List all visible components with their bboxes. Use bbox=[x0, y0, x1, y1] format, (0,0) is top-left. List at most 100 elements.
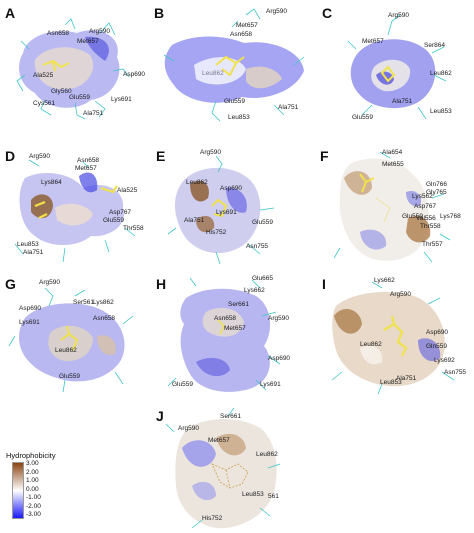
residue-label: Met655 bbox=[382, 161, 404, 168]
legend-tick: -1.00 bbox=[26, 494, 41, 501]
residue-label: Lys562 bbox=[412, 193, 433, 200]
panel-label: G bbox=[5, 276, 16, 292]
residue-label: Asn755 bbox=[246, 243, 269, 250]
panel-c: C Arg590 Met657 Ser864 Leu862 Ala751 Leu… bbox=[322, 5, 472, 130]
residue-label: Asp690 bbox=[426, 329, 449, 336]
residue-label: Lys691 bbox=[19, 319, 40, 326]
residue-label: Leu862 bbox=[360, 341, 382, 348]
residue-label: Val556 bbox=[416, 215, 436, 222]
residue-label: Thr558 bbox=[123, 225, 144, 232]
residue-label: Asn658 bbox=[230, 31, 253, 38]
panel-label: E bbox=[156, 148, 166, 164]
residue-label: Asn755 bbox=[444, 369, 467, 376]
residue-label: Arg590 bbox=[89, 28, 110, 35]
residue-label: Ser561 bbox=[73, 299, 94, 306]
residue-label: Arg590 bbox=[39, 279, 60, 286]
residue-label: Leu853 bbox=[430, 108, 452, 115]
docking-surface-image bbox=[167, 155, 275, 265]
docking-surface-image bbox=[163, 8, 305, 122]
docking-surface-image bbox=[8, 287, 134, 393]
residue-label: Ala751 bbox=[23, 249, 44, 256]
residue-label: Asn658 bbox=[77, 157, 100, 164]
panel-label: C bbox=[322, 5, 333, 21]
residue-label: Leu862 bbox=[256, 451, 278, 458]
legend-tick: 2.00 bbox=[26, 468, 39, 476]
residue-label: Ala751 bbox=[396, 375, 417, 382]
residue-label: Asp690 bbox=[19, 305, 42, 312]
residue-label: Ser661 bbox=[220, 413, 241, 420]
residue-label: Lys692 bbox=[434, 357, 455, 364]
panel-label: F bbox=[320, 148, 329, 164]
legend-title: Hydrophobicity bbox=[6, 451, 56, 460]
residue-label: Gly765 bbox=[426, 189, 447, 196]
residue-label: Leu862 bbox=[430, 70, 452, 77]
legend-tick: -3.00 bbox=[26, 511, 41, 518]
residue-label: Asn658 bbox=[93, 315, 116, 322]
panel-g: G Arg590 Ser561 Lys862 Asp690 Asn658 Lys… bbox=[5, 276, 155, 401]
residue-label: Lys768 bbox=[440, 213, 461, 220]
docking-surface-image bbox=[165, 407, 281, 529]
residue-label: Asn658 bbox=[214, 315, 237, 322]
residue-label: His752 bbox=[202, 515, 223, 522]
residue-label: Glu559 bbox=[59, 373, 80, 380]
residue-label: Leu853 bbox=[228, 114, 250, 121]
residue-label: Arg590 bbox=[200, 149, 221, 156]
hydrophobicity-legend: Hydrophobicity 3.00 2.00 1.00 0.00 -1.00… bbox=[6, 451, 76, 531]
residue-label: Asp767 bbox=[414, 203, 437, 210]
residue-label: Asp767 bbox=[109, 209, 132, 216]
residue-label: Glu559 bbox=[103, 217, 124, 224]
residue-label: Arg590 bbox=[29, 153, 50, 160]
residue-label: Met657 bbox=[362, 38, 384, 45]
residue-label: Thr557 bbox=[422, 241, 443, 248]
panel-label: I bbox=[322, 276, 326, 292]
docking-surface-image bbox=[331, 281, 455, 395]
residue-label: Ser864 bbox=[424, 42, 445, 49]
residue-label: Ala525 bbox=[117, 187, 138, 194]
residue-label: Thr558 bbox=[420, 223, 441, 230]
residue-label: Arg590 bbox=[178, 425, 199, 432]
residue-label: Gln559 bbox=[426, 343, 447, 350]
residue-label: Lys691 bbox=[216, 209, 237, 216]
residue-label: His752 bbox=[206, 229, 227, 236]
residue-label: Lys662 bbox=[374, 277, 395, 284]
residue-label: Met657 bbox=[75, 165, 97, 172]
panel-label: D bbox=[5, 148, 16, 164]
legend-tick: 3.00 bbox=[26, 460, 39, 467]
residue-label: Ala525 bbox=[33, 72, 54, 79]
legend-tick: 0.00 bbox=[26, 485, 39, 493]
residue-label: Leu853 bbox=[242, 491, 264, 498]
residue-label: Ala751 bbox=[392, 98, 413, 105]
docking-surface-image bbox=[333, 151, 451, 263]
residue-label: Leu862 bbox=[55, 347, 77, 354]
residue-label: Cys561 bbox=[33, 100, 56, 107]
residue-label: Leu853 bbox=[17, 241, 39, 248]
residue-label: Met657 bbox=[77, 38, 99, 45]
residue-label: Lys662 bbox=[244, 287, 265, 294]
residue-label: Leu862 bbox=[186, 179, 208, 186]
docking-surface-image bbox=[167, 277, 281, 392]
residue-label: Met657 bbox=[224, 325, 246, 332]
residue-label: Met657 bbox=[236, 22, 258, 29]
panel-i: I Lys662 Arg590 Asp690 Leu862 Gln559 Lys… bbox=[322, 276, 472, 401]
residue-label: Ala751 bbox=[278, 104, 299, 111]
legend-color-bar bbox=[12, 462, 24, 519]
docking-surface-image bbox=[14, 159, 136, 263]
residue-label: Arg590 bbox=[266, 8, 287, 15]
panel-f: F Ala654 Met655 Gln766 Gly765 Lys562 Asp… bbox=[320, 148, 470, 273]
residue-label: Glu559 bbox=[402, 213, 423, 220]
panel-e: E Arg590 Leu862 Asp690 Lys691 Ala751 Glu… bbox=[156, 148, 306, 273]
residue-label: Arg590 bbox=[388, 12, 409, 19]
residue-label: Asp690 bbox=[220, 185, 243, 192]
panel-label: J bbox=[156, 408, 164, 424]
residue-label: Ala751 bbox=[184, 217, 205, 224]
panel-label: H bbox=[156, 276, 167, 292]
residue-label: 561 bbox=[268, 493, 279, 500]
panel-a: A Asn658 Arg590 Met657 Asp690 Ala525 Gly… bbox=[5, 5, 155, 130]
legend-tick: 1.00 bbox=[26, 477, 39, 484]
residue-label: Glu559 bbox=[172, 381, 193, 388]
residue-label: Lys691 bbox=[111, 96, 132, 103]
panel-j: J Arg590 Ser661 Met657 Leu862 Leu853 561… bbox=[156, 407, 306, 533]
residue-label: Asp690 bbox=[268, 355, 291, 362]
docking-surface-image bbox=[16, 18, 130, 120]
residue-label: Lys864 bbox=[41, 179, 62, 186]
